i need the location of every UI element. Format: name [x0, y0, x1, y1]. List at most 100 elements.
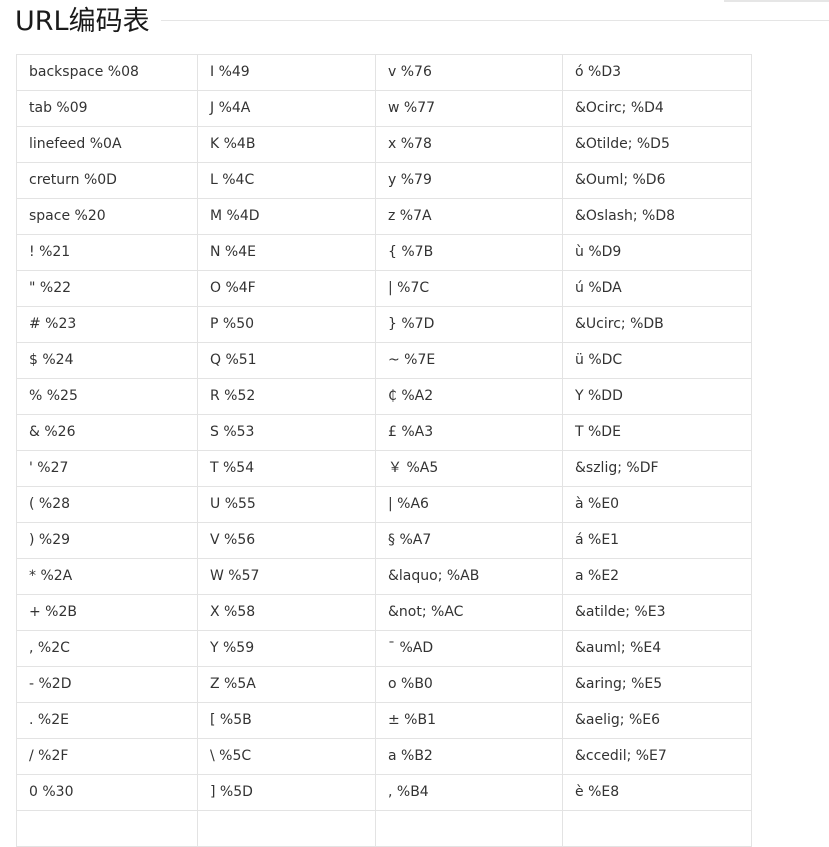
table-cell: w %77: [375, 90, 563, 127]
table-cell: ￥ %A5: [375, 450, 563, 487]
title-divider: [161, 20, 829, 21]
table-cell: & %26: [16, 414, 198, 451]
table-cell: &Ocirc; %D4: [562, 90, 752, 127]
table-cell: linefeed %0A: [16, 126, 198, 163]
table-cell: &aelig; %E6: [562, 702, 752, 739]
table-row: linefeed %0A K %4B x %78 &Otilde; %D5: [16, 126, 752, 163]
table-cell: Y %DD: [562, 378, 752, 415]
url-table-body: backspace %08 I %49 v %76 ó %D3 tab %09 J %4A…: [16, 54, 752, 847]
table-cell: y %79: [375, 162, 563, 199]
table-cell: è %E8: [562, 774, 752, 811]
table-cell: L %4C: [197, 162, 376, 199]
table-cell: ú %DA: [562, 270, 752, 307]
table-cell: { %7B: [375, 234, 563, 271]
table-cell: \ %5C: [197, 738, 376, 775]
table-cell: ' %27: [16, 450, 198, 487]
table-row: . %2E[ %5B ± %B1 &aelig; %E6: [16, 702, 752, 739]
table-cell: &ccedil; %E7: [562, 738, 752, 775]
table-row: $ %24 Q %51 ~ %7E ü %DC: [16, 342, 752, 379]
table-cell: } %7D: [375, 306, 563, 343]
table-row: ) %29 V %56 § %A7 á %E1: [16, 522, 752, 559]
table-cell: I %49: [197, 54, 376, 91]
table-row: * %2A W %57 &laquo; %AB a %E2: [16, 558, 752, 595]
table-cell: K %4B: [197, 126, 376, 163]
table-row: / %2F \ %5C a %B2 &ccedil; %E7: [16, 738, 752, 775]
table-cell: ó %D3: [562, 54, 752, 91]
table-cell: W %57: [197, 558, 376, 595]
table-cell: P %50: [197, 306, 376, 343]
table-cell: ~ %7E: [375, 342, 563, 379]
table-row: ' %27 T %54 ￥ %A5 &szlig; %DF: [16, 450, 752, 487]
table-row: " %22 O %4F | %7C ú %DA: [16, 270, 752, 307]
table-cell: z %7A: [375, 198, 563, 235]
table-cell: &atilde; %E3: [562, 594, 752, 631]
table-row: % %25 R %52 ₵ %A2 Y %DD: [16, 378, 752, 415]
table-row: ( %28 U %55 | %A6 à %E0: [16, 486, 752, 523]
table-cell: ₵ %A2: [375, 378, 563, 415]
table-cell: a %B2: [375, 738, 563, 775]
table-cell: | %A6: [375, 486, 563, 523]
table-cell: R %52: [197, 378, 376, 415]
table-cell: á %E1: [562, 522, 752, 559]
table-cell: &Otilde; %D5: [562, 126, 752, 163]
table-cell: a %E2: [562, 558, 752, 595]
table-cell: ) %29: [16, 522, 198, 559]
table-cell: [562, 810, 752, 847]
table-row: tab %09 J %4A w %77 &Ocirc; %D4: [16, 90, 752, 127]
table-cell: [197, 810, 376, 847]
table-cell: Q %51: [197, 342, 376, 379]
table-cell: . %2E: [16, 702, 198, 739]
table-row: & %26 S %53 £ %A3 T %DE: [16, 414, 752, 451]
table-cell: T %54: [197, 450, 376, 487]
table-cell: creturn %0D: [16, 162, 198, 199]
table-row: space %20 M %4D z %7A &Oslash; %D8: [16, 198, 752, 235]
table-cell: à %E0: [562, 486, 752, 523]
table-cell: - %2D: [16, 666, 198, 703]
table-row: # %23 P %50} %7D &Ucirc; %DB: [16, 306, 752, 343]
table-cell: " %22: [16, 270, 198, 307]
table-cell: [16, 810, 198, 847]
table-row: + %2B X %58 &not; %AC &atilde; %E3: [16, 594, 752, 631]
table-cell: , %2C: [16, 630, 198, 667]
table-cell: M %4D: [197, 198, 376, 235]
table-cell: [375, 810, 563, 847]
table-cell: &Oslash; %D8: [562, 198, 752, 235]
table-cell: Z %5A: [197, 666, 376, 703]
table-cell: T %DE: [562, 414, 752, 451]
table-cell: $ %24: [16, 342, 198, 379]
table-cell: &laquo; %AB: [375, 558, 563, 595]
table-cell: # %23: [16, 306, 198, 343]
table-cell: &not; %AC: [375, 594, 563, 631]
table-cell: § %A7: [375, 522, 563, 559]
table-cell: tab %09: [16, 90, 198, 127]
table-cell: 0 %30: [16, 774, 198, 811]
table-row: ! %21 N %4E{ %7B ù %D9: [16, 234, 752, 271]
table-cell: V %56: [197, 522, 376, 559]
table-cell: x %78: [375, 126, 563, 163]
table-cell: o %B0: [375, 666, 563, 703]
table-row: [16, 810, 752, 847]
table-cell: S %53: [197, 414, 376, 451]
table-cell: U %55: [197, 486, 376, 523]
table-cell: Y %59: [197, 630, 376, 667]
table-cell: ¯ %AD: [375, 630, 563, 667]
table-cell: * %2A: [16, 558, 198, 595]
table-cell: | %7C: [375, 270, 563, 307]
table-cell: &auml; %E4: [562, 630, 752, 667]
table-cell: ] %5D: [197, 774, 376, 811]
table-cell: &szlig; %DF: [562, 450, 752, 487]
table-row: creturn %0D L %4C y %79 &Ouml; %D6: [16, 162, 752, 199]
table-cell: O %4F: [197, 270, 376, 307]
table-cell: % %25: [16, 378, 198, 415]
table-cell: &aring; %E5: [562, 666, 752, 703]
table-cell: ± %B1: [375, 702, 563, 739]
top-edge-strip: [724, 0, 829, 2]
url-encoding-table: backspace %08 I %49 v %76 ó %D3 tab %09 J %4A…: [16, 54, 752, 847]
table-cell: ! %21: [16, 234, 198, 271]
table-row: - %2D Z %5A o %B0 &aring; %E5: [16, 666, 752, 703]
table-cell: ù %D9: [562, 234, 752, 271]
table-row: backspace %08 I %49 v %76 ó %D3: [16, 54, 752, 91]
table-cell: [ %5B: [197, 702, 376, 739]
section-heading: URL编码表: [15, 0, 829, 46]
table-cell: space %20: [16, 198, 198, 235]
